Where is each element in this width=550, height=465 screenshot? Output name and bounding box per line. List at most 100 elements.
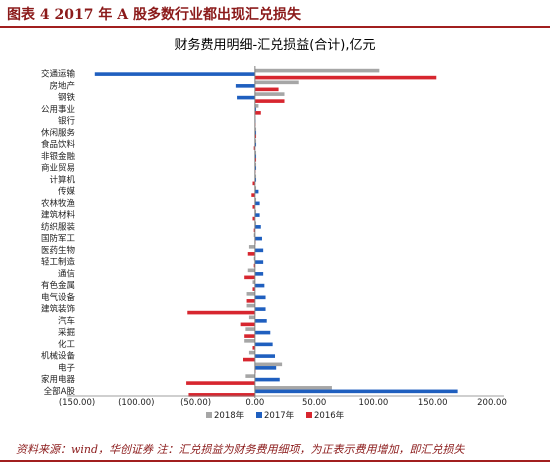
category-label-1: 房地产: [49, 80, 75, 91]
bar-2017-23: [254, 342, 273, 347]
chart-svg: 财务费用明细-汇兑损益(合计),亿元交通运输房地产钢铁公用事业银行休闲服务食品饮…: [41, 37, 507, 421]
category-label-17: 通信: [58, 268, 76, 279]
footer-rule: [0, 460, 550, 462]
category-label-14: 国防军工: [41, 233, 76, 244]
bar-2017-2: [237, 95, 255, 100]
x-tick-label-7: 200.00: [477, 398, 507, 408]
category-label-8: 商业贸易: [41, 163, 75, 174]
legend-label-2017: 2017年: [264, 410, 295, 421]
bar-2016-13: [253, 228, 255, 233]
bar-2018-3: [254, 104, 259, 108]
bar-2018-19: [246, 292, 255, 296]
bar-2016-3: [254, 111, 261, 115]
chart-container: 财务费用明细-汇兑损益(合计),亿元 交通运输 房地产 钢铁 公用事业 银行 休闲服务 食品饮…: [0, 30, 550, 432]
figure-title: 图表 4 2017 年 A 股多数行业都出现汇兑损失: [7, 7, 301, 23]
bar-2017-22: [254, 330, 271, 335]
x-tick-label-1: (100.00): [118, 398, 154, 408]
category-label-21: 汽车: [58, 315, 75, 326]
bar-2017-3: [254, 107, 257, 112]
bar-2017-9: [254, 178, 257, 182]
category-label-16: 轻工制造: [41, 257, 76, 268]
bar-2017-11: [254, 201, 260, 206]
bar-2016-27: [188, 393, 255, 397]
category-label-12: 建筑材料: [41, 210, 76, 221]
category-label-23: 化工: [58, 339, 76, 350]
bar-2017-0: [94, 72, 255, 76]
bar-2017-15: [254, 248, 264, 253]
category-label-25: 电子: [58, 362, 76, 373]
bar-2018-23: [244, 339, 255, 343]
bar-2018-17: [247, 268, 255, 273]
bar-2018-27: [254, 386, 332, 390]
bar-2016-11: [252, 205, 255, 209]
category-label-13: 纺织服装: [41, 221, 76, 232]
header-rule: [0, 26, 550, 28]
bar-2016-5: [254, 134, 257, 139]
bar-2018-22: [245, 327, 255, 331]
bar-2017-12: [254, 213, 260, 217]
bar-2017-18: [254, 283, 265, 288]
bar-2016-7: [254, 158, 257, 162]
bar-2017-13: [254, 225, 261, 229]
bar-2018-1: [254, 80, 299, 85]
bar-2016-0: [254, 75, 437, 80]
category-label-10: 传媒: [58, 186, 76, 197]
bar-2018-9: [254, 174, 257, 179]
category-label-26: 家用电器: [41, 374, 76, 385]
bar-2018-2: [254, 92, 285, 96]
bar-2018-11: [254, 198, 257, 202]
legend-swatch-2016: [306, 412, 312, 418]
bar-2016-9: [252, 181, 255, 186]
bar-2017-27: [254, 389, 458, 394]
bar-2017-21: [254, 319, 267, 323]
bar-2016-6: [253, 146, 255, 150]
figure-source-note: 资料来源：wind，华创证券 注：汇兑损益为财务费用细项，为正表示费用增加，即汇…: [16, 443, 465, 456]
category-label-19: 电气设备: [41, 292, 76, 303]
bar-2017-5: [254, 131, 257, 135]
category-label-2: 钢铁: [58, 92, 76, 103]
category-label-0: 交通运输: [41, 69, 76, 80]
legend-swatch-2018: [206, 412, 212, 418]
category-label-7: 非银金融: [41, 151, 76, 162]
legend-swatch-2017: [256, 412, 262, 418]
bar-2017-17: [254, 272, 264, 276]
bar-2017-7: [254, 154, 257, 159]
bar-2016-2: [254, 99, 285, 103]
bar-2017-8: [254, 166, 257, 170]
figure-header: 图表 4 2017 年 A 股多数行业都出现汇兑损失: [0, 0, 550, 28]
bar-2018-24: [248, 350, 255, 355]
bar-2017-6: [254, 142, 257, 147]
bar-2016-26: [186, 381, 255, 385]
x-tick-label-4: 50.00: [302, 398, 326, 408]
bar-2016-20: [187, 310, 255, 315]
bar-2016-23: [252, 346, 255, 350]
bar-2016-19: [246, 299, 255, 303]
bar-2018-21: [248, 315, 255, 320]
category-label-6: 食品饮料: [41, 139, 76, 150]
bar-2018-0: [254, 68, 380, 73]
bar-2018-16: [253, 256, 255, 261]
bar-2017-16: [254, 260, 264, 264]
bar-2018-20: [246, 303, 255, 308]
category-label-4: 银行: [58, 116, 76, 127]
x-tick-label-5: 100.00: [359, 398, 389, 408]
legend-label-2018: 2018年: [214, 410, 245, 421]
category-label-27: 全部A股: [44, 386, 76, 397]
bar-2018-6: [254, 139, 257, 143]
legend-label-2016: 2016年: [314, 410, 345, 421]
bar-2018-25: [254, 362, 283, 367]
category-label-24: 机械设备: [41, 351, 76, 362]
bar-2018-10: [254, 186, 257, 190]
bar-2018-15: [248, 245, 255, 249]
bar-2017-1: [235, 84, 255, 88]
bar-2018-13: [254, 221, 257, 226]
category-label-9: 计算机: [49, 174, 75, 185]
bar-2017-20: [254, 307, 266, 311]
x-tick-label-0: (150.00): [59, 398, 95, 408]
bar-2016-21: [240, 322, 255, 327]
bar-2018-14: [253, 233, 255, 237]
chart-title: 财务费用明细-汇兑损益(合计),亿元: [175, 37, 376, 53]
x-tick-label-2: (50.00): [180, 398, 211, 408]
bar-2016-17: [244, 275, 255, 280]
x-tick-label-3: 0.00: [245, 398, 264, 408]
